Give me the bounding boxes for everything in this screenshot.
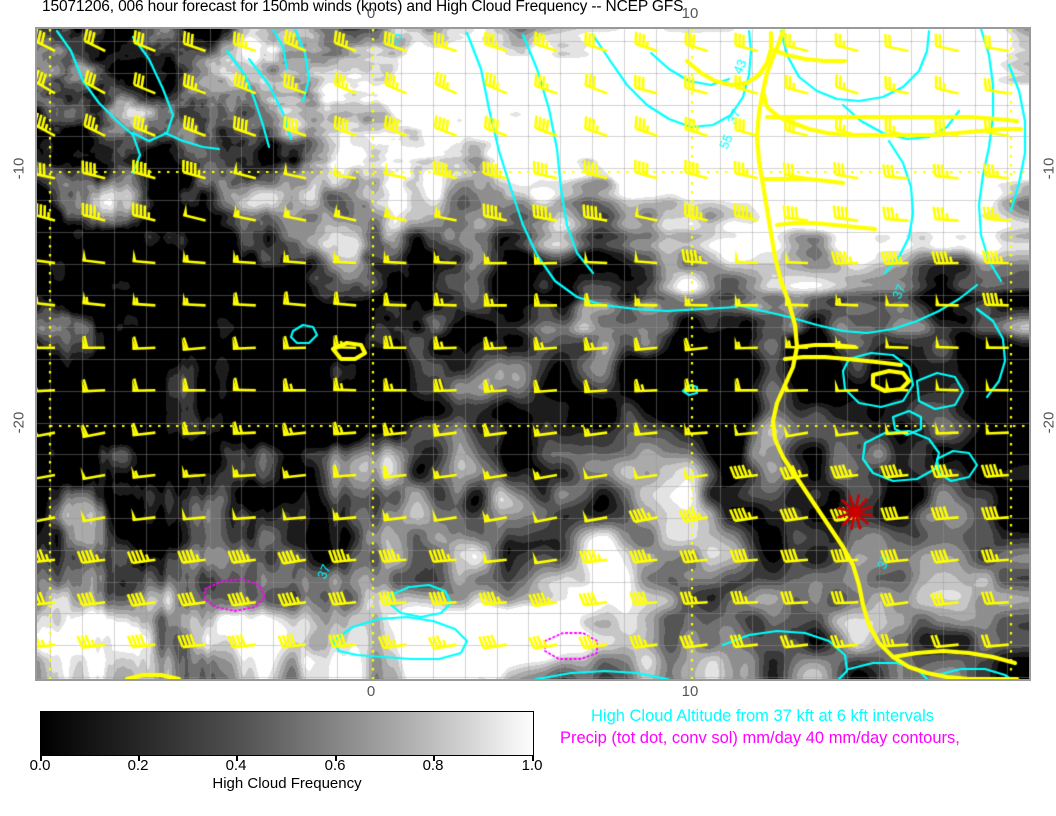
legend-cloud-altitude: High Cloud Altitude from 37 kft at 6 kft… (591, 707, 934, 725)
y-tick-label: -20 (10, 411, 28, 434)
colorbar-tick (532, 756, 534, 761)
colorbar-tick (40, 756, 42, 761)
colorbar-tick (138, 756, 140, 761)
colorbar-tick-label: 0.8 (422, 757, 444, 774)
colorbar-tick-label: 0.0 (29, 757, 51, 774)
colorbar-tick (236, 756, 238, 761)
y-tick-label: -20 (1040, 411, 1056, 434)
colorbar-tick-label: 1.0 (521, 757, 543, 774)
y-tick-label: -10 (10, 157, 28, 180)
x-tick-label: 0 (366, 683, 376, 700)
colorbar-tick (433, 756, 435, 761)
colorbar-tick (335, 756, 337, 761)
colorbar-gradient (40, 711, 534, 756)
colorbar (40, 711, 534, 761)
page-title: 15071206, 006 hour forecast for 150mb wi… (42, 0, 684, 15)
y-tick-label: -10 (1040, 157, 1056, 180)
x-tick-label: 10 (681, 5, 699, 22)
colorbar-tick-label: 0.4 (225, 757, 247, 774)
colorbar-tick-label: 0.6 (324, 757, 346, 774)
weather-map-canvas[interactable] (37, 29, 1029, 679)
colorbar-tick-label: 0.2 (127, 757, 149, 774)
map-panel[interactable] (35, 27, 1031, 681)
colorbar-axis-title: High Cloud Frequency (212, 775, 362, 792)
x-tick-label: 10 (681, 683, 699, 700)
x-tick-label: 0 (366, 5, 376, 22)
legend-precip: Precip (tot dot, conv sol) mm/day 40 mm/… (560, 729, 960, 747)
